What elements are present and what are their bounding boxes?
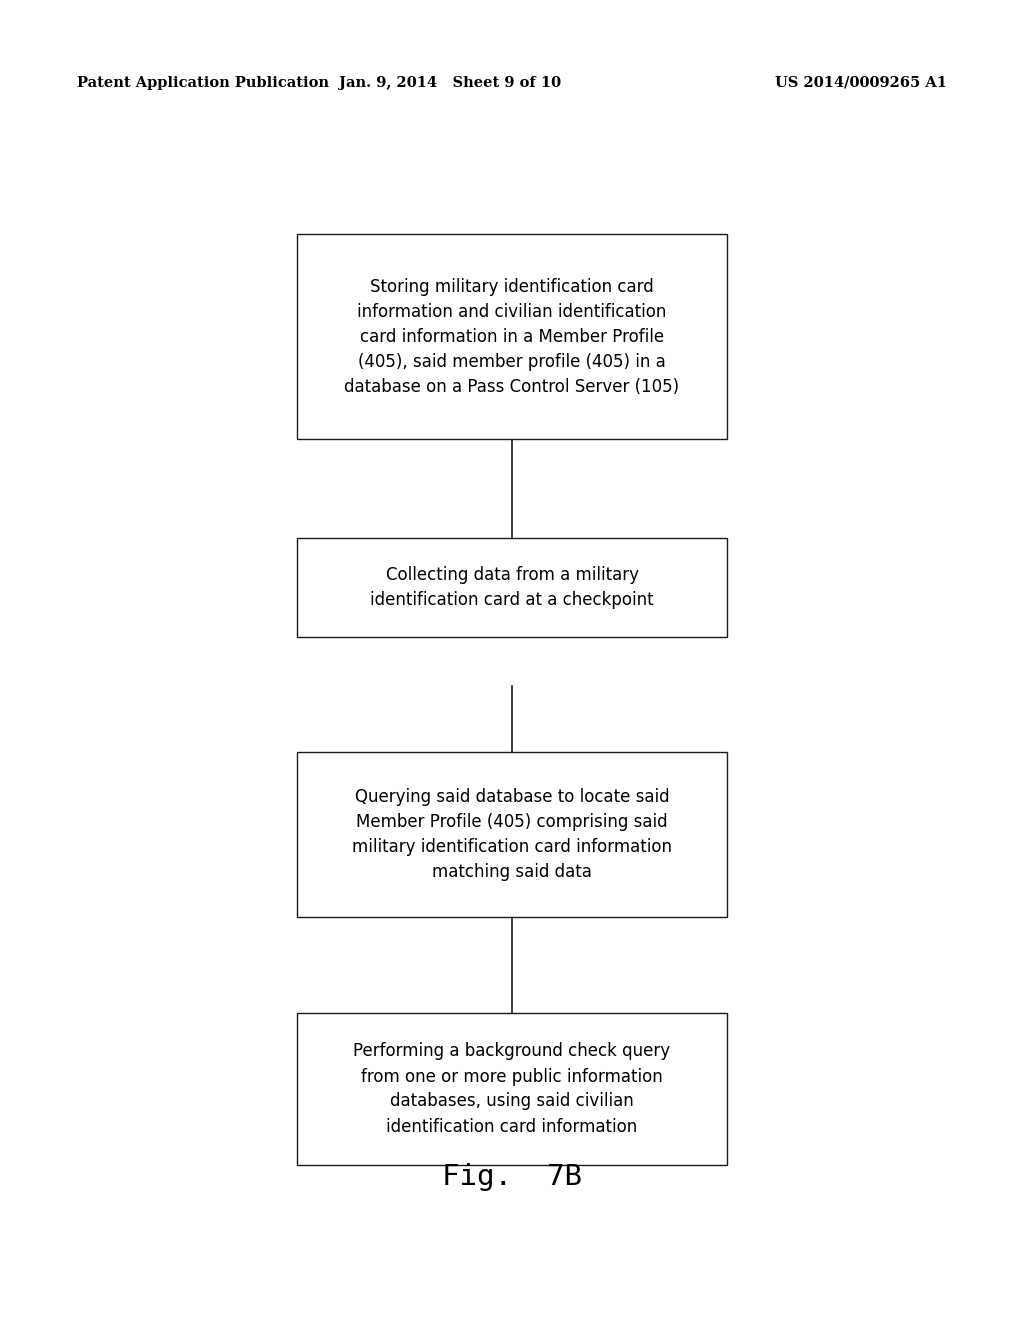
Text: Jan. 9, 2014   Sheet 9 of 10: Jan. 9, 2014 Sheet 9 of 10 bbox=[340, 75, 561, 90]
Text: Fig.  7B: Fig. 7B bbox=[442, 1163, 582, 1192]
Text: Performing a background check query
from one or more public information
database: Performing a background check query from… bbox=[353, 1043, 671, 1135]
Text: Collecting data from a military
identification card at a checkpoint: Collecting data from a military identifi… bbox=[371, 566, 653, 609]
Text: US 2014/0009265 A1: US 2014/0009265 A1 bbox=[775, 75, 947, 90]
Bar bbox=[297, 235, 727, 438]
Bar bbox=[297, 752, 727, 916]
Bar bbox=[297, 1014, 727, 1166]
Text: Querying said database to locate said
Member Profile (405) comprising said
milit: Querying said database to locate said Me… bbox=[352, 788, 672, 880]
Text: Patent Application Publication: Patent Application Publication bbox=[77, 75, 329, 90]
Bar bbox=[297, 537, 727, 636]
Text: Storing military identification card
information and civilian identification
car: Storing military identification card inf… bbox=[344, 277, 680, 396]
